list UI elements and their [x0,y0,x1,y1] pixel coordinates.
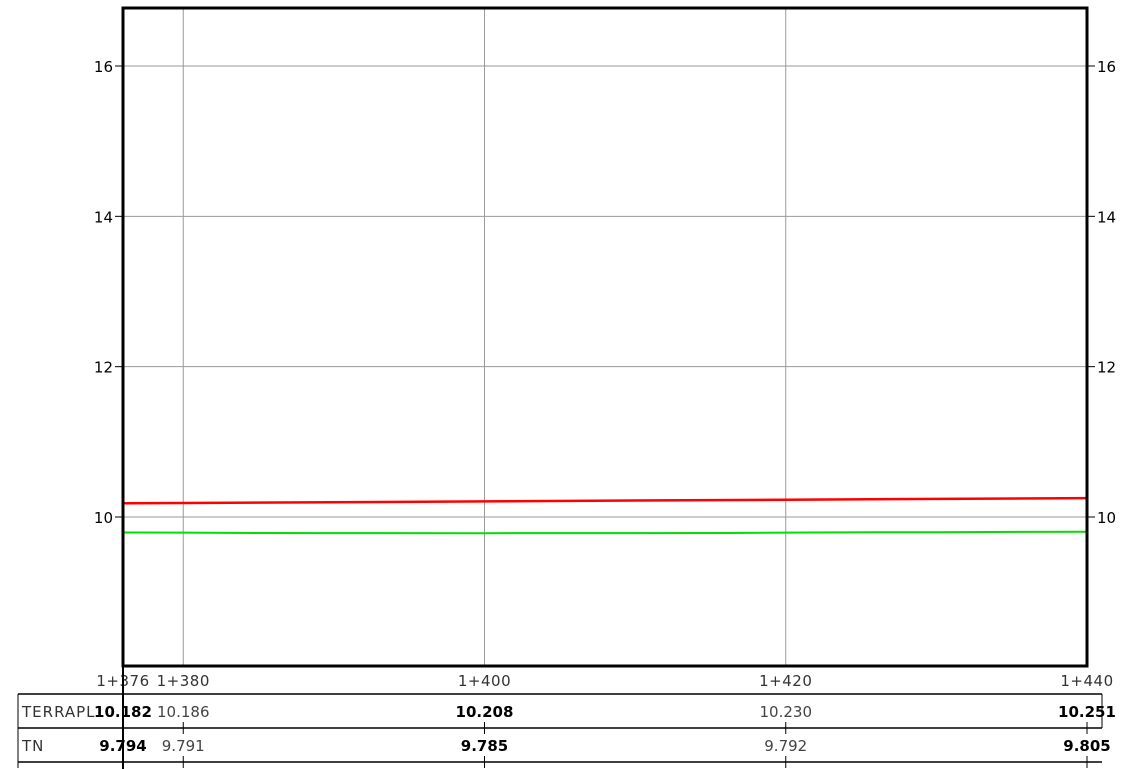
band-value: 10.251 [1058,703,1116,721]
station-label: 1+420 [759,672,812,690]
band-name: TN [21,737,44,755]
y-tick-label-right: 10 [1097,509,1116,527]
band-value: 9.805 [1063,737,1110,755]
station-label: 1+440 [1060,672,1113,690]
y-tick-label-left: 10 [94,509,113,527]
band-value: 10.230 [760,703,813,721]
band-name: TERRAPL [21,703,96,721]
plot-frame [121,6,1089,668]
band-value: 9.794 [99,737,146,755]
profile-line-1 [122,530,1088,535]
y-tick-label-left: 14 [94,208,113,226]
band-value: 10.186 [157,703,210,721]
profile-line-0 [122,496,1088,505]
band-value: 9.791 [162,737,205,755]
y-tick-label-left: 12 [94,359,113,377]
y-tick-label-right: 12 [1097,359,1116,377]
y-tick-label-right: 14 [1097,208,1116,226]
band-value: 10.208 [456,703,514,721]
y-axis-ticks: 10 10 12 12 14 14 16 16 [94,58,1116,527]
band-value: 10.182 [94,703,152,721]
station-label: 1+400 [458,672,511,690]
y-tick-label-right: 16 [1097,58,1116,76]
band-value: 9.785 [461,737,508,755]
y-tick-label-left: 16 [94,58,113,76]
grid-layer [123,8,1087,666]
band-value: 9.792 [764,737,807,755]
series-layer [122,496,1088,535]
station-label: 1+380 [157,672,210,690]
station-axis: 1+376 1+380 1+400 1+420 1+440 [96,672,1113,690]
